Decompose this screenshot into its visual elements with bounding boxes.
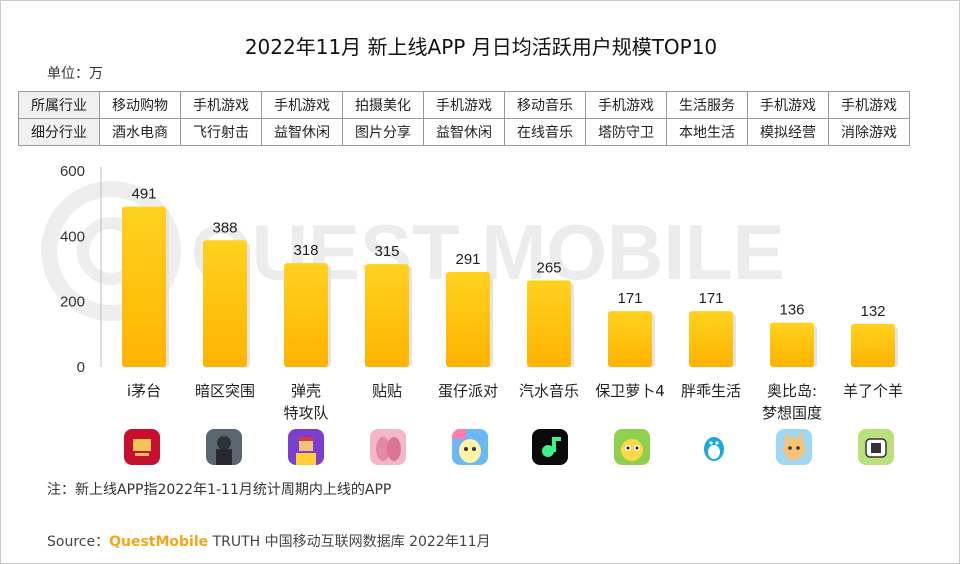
x-tick-label: 暗区突围 [195,382,255,400]
industry-cell: 手机游戏 [423,91,505,119]
industry-cell: 移动音乐 [504,91,586,119]
footnote: 注：新上线APP指2022年1-11月统计周期内上线的APP [47,482,392,498]
bar [770,322,814,367]
bar [122,206,166,367]
bar [608,311,652,367]
bar [527,280,571,367]
bar-value-label: 388 [212,219,237,236]
subindustry-row: 细分行业 酒水电商 飞行射击 益智休闲 图片分享 益智休闲 在线音乐 塔防守卫 … [18,118,910,146]
arena-breakout-icon [206,429,242,465]
bar [284,263,328,367]
subindustry-cell: 图片分享 [342,118,424,146]
x-tick-label: i茅台 [127,382,161,400]
industry-cell: 移动购物 [99,91,181,119]
bar-chart: 0 200 400 600 491 i茅台 388 暗区突围 318 弹壳特攻队 315 贴贴 291 蛋… [60,163,903,422]
carrot-fantasy-icon [614,429,650,465]
subindustry-cell: 消除游戏 [828,118,910,146]
industry-cell: 手机游戏 [585,91,667,119]
sheep-icon [858,429,894,465]
soda-music-icon [532,429,568,465]
source-line: Source：QuestMobile TRUTH 中国移动互联网数据库 2022… [47,531,491,551]
bar-value-label: 315 [374,243,399,260]
x-tick-label: 奥比岛:梦想国度 [762,382,822,422]
subindustry-cell: 酒水电商 [99,118,181,146]
x-tick-label: 汽水音乐 [519,382,579,400]
bar [203,240,247,367]
industry-table: 所属行业 移动购物 手机游戏 手机游戏 拍摄美化 手机游戏 移动音乐 手机游戏 … [18,91,910,146]
moutai-icon [124,429,160,465]
bar [689,311,733,367]
x-tick-label: 蛋仔派对 [438,382,498,400]
industry-cell: 手机游戏 [180,91,262,119]
row-header-industry: 所属行业 [18,91,100,119]
source-brand: QuestMobile [109,534,209,550]
tietie-icon [370,429,406,465]
x-tick-label: 胖乖生活 [681,382,741,400]
y-tick-label: 200 [60,294,85,311]
app-icon-row [1,429,959,469]
industry-cell: 手机游戏 [747,91,829,119]
subindustry-cell: 塔防守卫 [585,118,667,146]
industry-cell: 拍摄美化 [342,91,424,119]
source-prefix: Source： [47,534,110,550]
industry-cell: 手机游戏 [828,91,910,119]
chart-title: 2022年11月 新上线APP 月日均活跃用户规模TOP10 [244,35,718,59]
x-tick-label: 保卫萝卜4 [595,382,665,400]
bar-value-label: 265 [536,259,561,276]
subindustry-cell: 益智休闲 [423,118,505,146]
subindustry-cell: 飞行射击 [180,118,262,146]
bar-value-label: 318 [293,242,318,259]
y-tick-label: 400 [60,228,85,245]
bar-value-label: 132 [860,303,885,320]
bar-value-label: 491 [131,186,156,203]
bar-value-label: 136 [779,302,804,319]
row-header-subindustry: 细分行业 [18,118,100,146]
y-tick-label: 600 [60,163,85,180]
subindustry-cell: 在线音乐 [504,118,586,146]
industry-cell: 手机游戏 [261,91,343,119]
y-tick-label: 0 [77,359,85,376]
subindustry-cell: 本地生活 [666,118,748,146]
bar [446,271,490,367]
bar [851,323,895,367]
survivor-icon [288,429,324,465]
x-tick-label: 羊了个羊 [843,382,903,400]
subindustry-cell: 益智休闲 [261,118,343,146]
bar-value-label: 171 [617,290,642,307]
aobi-island-icon [776,429,812,465]
x-tick-label: 弹壳特攻队 [283,382,328,422]
pangguai-icon [696,429,732,465]
eggy-party-icon [452,429,488,465]
bar-value-label: 171 [698,290,723,307]
x-tick-label: 贴贴 [372,382,402,400]
bar [365,264,409,367]
industry-row: 所属行业 移动购物 手机游戏 手机游戏 拍摄美化 手机游戏 移动音乐 手机游戏 … [18,91,910,119]
unit-label: 单位：万 [47,66,103,82]
subindustry-cell: 模拟经营 [747,118,829,146]
source-suffix: TRUTH 中国移动互联网数据库 2022年11月 [208,534,491,550]
industry-cell: 生活服务 [666,91,748,119]
bar-value-label: 291 [455,251,480,268]
